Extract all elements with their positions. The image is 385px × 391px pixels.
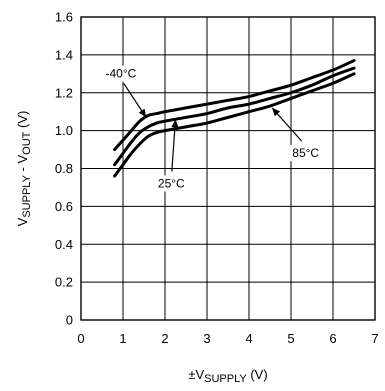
- y-axis-title-sub2: OUT: [21, 131, 33, 155]
- y-axis-title-part1: V: [15, 217, 30, 226]
- y-tick-label: 1.4: [55, 47, 73, 62]
- series-layer: [113, 59, 356, 178]
- annotation-label-bg-3: [290, 145, 322, 162]
- y-tick-label: 0.6: [55, 199, 73, 214]
- x-axis-title-suffix: (V): [247, 367, 268, 382]
- x-tick-label: 4: [245, 331, 252, 346]
- x-tick-label: 7: [371, 331, 378, 346]
- y-tick-label: 0.4: [55, 237, 73, 252]
- series-line-3: [113, 72, 356, 178]
- x-axis-title-prefix: ±V: [188, 367, 204, 382]
- y-axis-title-sub1: SUPPLY: [21, 174, 33, 217]
- x-axis-title-subscript: SUPPLY: [204, 373, 247, 385]
- annotation-label-1: -40°C: [105, 67, 136, 81]
- y-tick-label: 1.0: [55, 123, 73, 138]
- x-tick-label: 5: [287, 331, 294, 346]
- annotation-arrowhead-2: [171, 119, 179, 128]
- y-axis-title: VSUPPLY - VOUT (V): [15, 111, 33, 227]
- x-axis-title: ±VSUPPLY (V): [188, 367, 267, 385]
- grid-layer: [81, 17, 375, 320]
- y-axis-title-suffix: (V): [15, 111, 30, 132]
- annotation-label-bg-2: [155, 175, 188, 192]
- x-tick-label: 3: [203, 331, 210, 346]
- y-axis-title-middle: - V: [15, 155, 30, 176]
- annotation-label-3: 85°C: [292, 146, 319, 160]
- y-tick-label: 0.8: [55, 161, 73, 176]
- x-tick-label: 2: [161, 331, 168, 346]
- annotation-label-bg-1: [103, 65, 139, 82]
- x-tick-label: 1: [119, 331, 126, 346]
- annotation-leader-2: [171, 119, 177, 172]
- series-line-1: [113, 59, 356, 152]
- plot-area-frame: [80, 16, 376, 321]
- y-tick-label: 0: [66, 313, 73, 328]
- annotation-arrowhead-1: [138, 108, 147, 118]
- annotation-layer: -40°C 25°C 85°C: [103, 65, 322, 192]
- y-tick-label: 0.2: [55, 275, 73, 290]
- y-tick-label: 1.2: [55, 85, 73, 100]
- annotation-label-2: 25°C: [158, 176, 185, 190]
- y-tick-label: 1.6: [55, 10, 73, 25]
- x-tick-label: 6: [329, 331, 336, 346]
- series-line-2: [113, 66, 356, 167]
- annotation-arrowhead-3: [272, 107, 281, 117]
- tick-layer: 0 1 2 3 4 5 6 7 0 0.2 0.4 0.6 0.8 1.0 1.2 1.4 1.6: [55, 10, 379, 347]
- x-tick-label: 0: [77, 331, 84, 346]
